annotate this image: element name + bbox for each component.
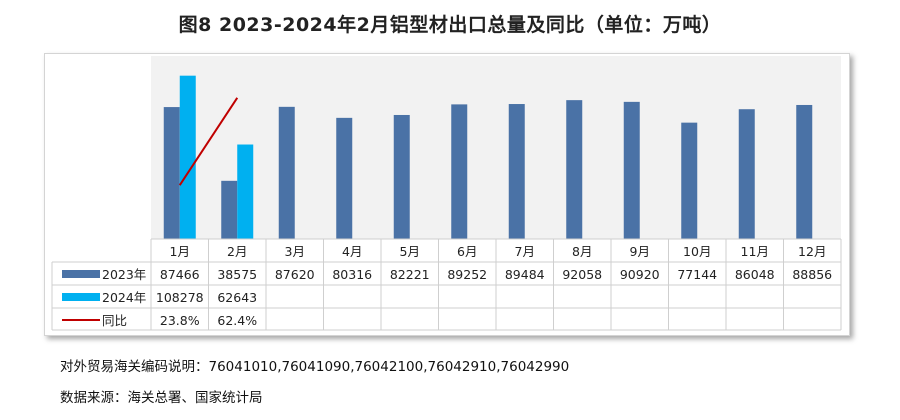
yoy-line bbox=[178, 97, 239, 186]
legend-swatch-1 bbox=[62, 293, 100, 301]
bar-2023-3 bbox=[278, 106, 295, 239]
bar-2023-11 bbox=[738, 109, 755, 239]
category-label: 8月 bbox=[572, 244, 592, 259]
category-label: 2月 bbox=[227, 244, 247, 259]
data-label: 82221 bbox=[390, 267, 430, 282]
data-label: 89252 bbox=[447, 267, 487, 282]
bar-2023-6 bbox=[451, 104, 468, 239]
bar-2023-5 bbox=[393, 114, 410, 239]
legend-label: 同比 bbox=[102, 313, 127, 328]
bar-2023-8 bbox=[566, 100, 583, 240]
bar-2023-9 bbox=[623, 101, 640, 239]
legend-swatch-0 bbox=[62, 270, 100, 278]
bar-2024-2 bbox=[237, 144, 254, 239]
data-label: 90920 bbox=[620, 267, 660, 282]
legend-label: 2023年 bbox=[102, 267, 146, 282]
category-label: 10月 bbox=[683, 244, 711, 259]
bar-2024-1 bbox=[179, 75, 196, 239]
data-source-note: 数据来源：海关总署、国家统计局 bbox=[60, 390, 263, 406]
chart-title: 图8 2023-2024年2月铝型材出口总量及同比（单位：万吨） bbox=[178, 14, 722, 36]
bar-2023-12 bbox=[796, 104, 813, 240]
category-label: 1月 bbox=[170, 244, 190, 259]
customs-code-note: 对外贸易海关编码说明：76041010,76041090,76042100,76… bbox=[60, 359, 570, 375]
data-label: 38575 bbox=[217, 267, 257, 282]
data-label: 108278 bbox=[156, 290, 204, 305]
category-label: 4月 bbox=[342, 244, 362, 259]
data-label: 62.4% bbox=[217, 313, 257, 328]
category-label: 3月 bbox=[285, 244, 305, 259]
category-label: 7月 bbox=[515, 244, 535, 259]
data-label: 87620 bbox=[275, 267, 315, 282]
category-label: 9月 bbox=[630, 244, 650, 259]
category-label: 5月 bbox=[400, 244, 420, 259]
category-label: 11月 bbox=[741, 244, 769, 259]
bar-2023-10 bbox=[681, 122, 698, 239]
data-label: 77144 bbox=[677, 267, 717, 282]
bar-2023-4 bbox=[336, 117, 353, 239]
data-label: 80316 bbox=[332, 267, 372, 282]
data-label: 87466 bbox=[160, 267, 200, 282]
legend-label: 2024年 bbox=[102, 290, 146, 305]
data-label: 89484 bbox=[505, 267, 545, 282]
bar-2023-1 bbox=[163, 107, 180, 239]
plot-area bbox=[151, 56, 841, 239]
data-label: 86048 bbox=[735, 267, 775, 282]
category-label: 6月 bbox=[457, 244, 477, 259]
data-label: 23.8% bbox=[160, 313, 200, 328]
category-label: 12月 bbox=[798, 244, 826, 259]
data-label: 62643 bbox=[217, 290, 257, 305]
data-label: 88856 bbox=[792, 267, 832, 282]
bar-2023-2 bbox=[221, 180, 238, 239]
data-label: 92058 bbox=[562, 267, 602, 282]
bar-2023-7 bbox=[508, 104, 525, 240]
